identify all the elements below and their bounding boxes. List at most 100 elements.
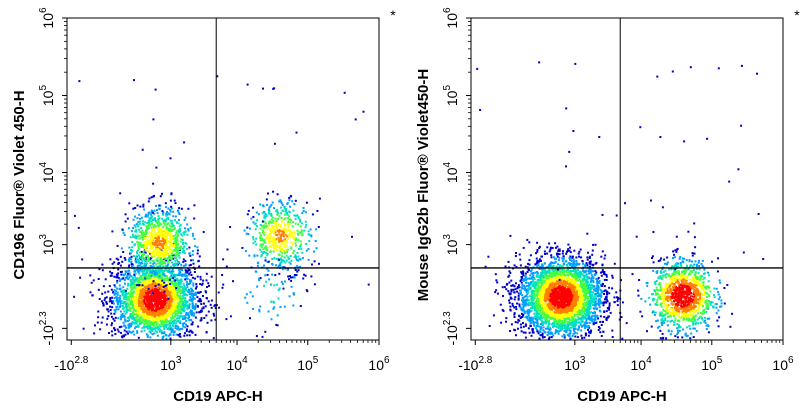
event-dot [167, 320, 169, 323]
event-dot [210, 299, 213, 302]
event-dot [153, 303, 156, 306]
event-dot [527, 310, 530, 313]
event-dot [287, 275, 290, 278]
event-dot [164, 202, 167, 205]
event-dot [119, 331, 122, 334]
event-dot [143, 233, 146, 236]
event-dot [285, 207, 287, 210]
event-dot [136, 304, 139, 307]
event-dot [140, 216, 143, 219]
event-dot [150, 294, 153, 297]
event-dot [155, 316, 158, 319]
event-dot [186, 308, 189, 311]
event-dot [259, 248, 262, 251]
event-dot [177, 311, 179, 314]
event-dot [262, 243, 264, 246]
event-dot [152, 195, 155, 198]
event-dot [567, 248, 570, 251]
event-dot [121, 260, 124, 263]
event-dot [173, 287, 176, 290]
event-dot [546, 325, 549, 328]
event-dot [177, 254, 180, 257]
event-dot [121, 305, 124, 307]
event-dot [192, 250, 194, 253]
event-dot [132, 330, 135, 333]
event-dot [288, 261, 291, 264]
event-dot [273, 284, 276, 287]
event-dot [584, 285, 587, 288]
event-dot [144, 322, 147, 325]
event-dot [140, 266, 143, 269]
event-dot [188, 334, 191, 337]
event-dot [183, 245, 186, 248]
event-dot [154, 271, 157, 274]
event-dot [286, 202, 289, 205]
event-dot [176, 292, 179, 295]
event-dot [165, 294, 168, 297]
event-dot [159, 264, 162, 267]
event-dot [154, 301, 157, 304]
event-dot [301, 257, 304, 260]
event-dot [283, 280, 286, 283]
event-dot [208, 284, 210, 287]
event-dot [131, 303, 134, 306]
event-dot [200, 310, 203, 313]
event-dot [117, 330, 120, 333]
event-dot [267, 192, 269, 195]
event-dot [148, 322, 151, 325]
event-dot [176, 299, 179, 302]
event-dot [222, 258, 225, 261]
event-dot [538, 245, 541, 248]
event-dot [166, 254, 169, 257]
event-dot [113, 261, 116, 264]
event-dot [177, 222, 180, 225]
event-dot [186, 270, 189, 273]
event-dot [206, 297, 208, 300]
event-dot [554, 268, 557, 271]
event-dot [135, 256, 138, 259]
event-dot [284, 243, 287, 246]
event-dot [181, 291, 184, 294]
event-dot [143, 326, 146, 329]
event-dot [116, 328, 119, 331]
event-dot [153, 275, 156, 278]
event-dot [163, 274, 166, 277]
event-dot [187, 228, 190, 231]
event-dot [264, 259, 267, 262]
event-dot [142, 222, 144, 225]
event-dot [138, 301, 141, 304]
event-dot [141, 270, 144, 273]
event-dot [136, 252, 139, 255]
event-dot [259, 227, 262, 230]
event-dot [122, 231, 125, 234]
event-dot [291, 200, 294, 203]
event-dot [191, 253, 194, 256]
event-dot [117, 268, 120, 271]
event-dot [157, 298, 160, 301]
event-dot [178, 290, 181, 293]
event-dot [260, 244, 262, 247]
event-dot [162, 301, 165, 304]
event-dot [135, 237, 138, 240]
event-dot [252, 307, 254, 310]
event-dot [303, 229, 306, 232]
event-dot [521, 270, 524, 273]
event-dot [144, 296, 146, 299]
event-dot [146, 315, 149, 318]
event-dot [152, 323, 154, 326]
event-dot [156, 327, 159, 330]
event-dot [285, 240, 288, 243]
event-dot [313, 250, 315, 253]
event-dot [252, 236, 255, 239]
event-dot [505, 317, 508, 320]
event-dot [115, 276, 118, 279]
event-dot [140, 330, 143, 333]
event-dot [546, 334, 549, 336]
event-dot [139, 309, 142, 312]
event-dot [183, 315, 186, 317]
event-dot [276, 213, 279, 216]
event-dot [89, 274, 92, 277]
event-dot [293, 236, 296, 239]
event-dot [138, 255, 141, 258]
event-dot [133, 244, 136, 247]
